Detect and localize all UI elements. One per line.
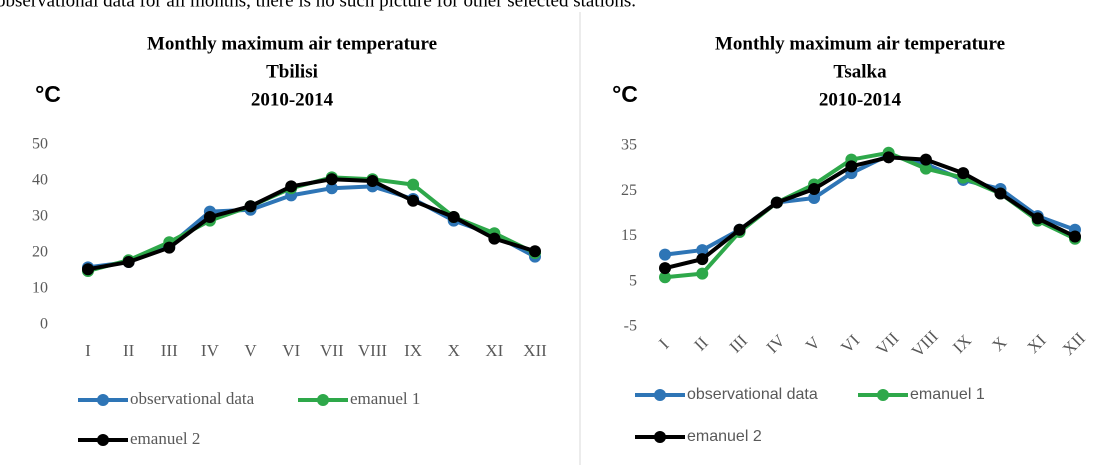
x-tick-label: X	[988, 333, 1010, 355]
x-tick-label: I	[85, 341, 91, 360]
x-tick-label: X	[448, 341, 460, 360]
x-tick-label: VII	[872, 329, 902, 359]
chart-title: 2010-2014	[819, 89, 902, 110]
x-tick-label: V	[802, 332, 825, 355]
x-tick-label: III	[161, 341, 178, 360]
data-point	[1069, 230, 1081, 243]
data-point	[163, 241, 176, 254]
data-point	[808, 182, 821, 195]
y-tick-label: 10	[32, 280, 48, 297]
caption: observational data for all months, there…	[0, 0, 636, 11]
chart-title: Monthly maximum air temperature	[147, 33, 437, 54]
x-tick-label: IV	[201, 341, 220, 360]
x-tick-label: VI	[282, 341, 300, 360]
x-tick-label: XII	[1059, 329, 1089, 359]
data-point	[407, 194, 420, 207]
data-point	[994, 187, 1007, 200]
chart-title: 2010-2014	[251, 89, 334, 110]
data-point	[770, 196, 783, 209]
y-tick-label: 25	[621, 182, 637, 199]
legend-marker	[654, 389, 666, 401]
data-point	[845, 160, 858, 173]
x-tick-label: VI	[837, 331, 863, 357]
data-point	[696, 244, 709, 257]
data-point	[1031, 212, 1044, 225]
data-point	[366, 175, 379, 187]
y-tick-label: 50	[32, 136, 48, 153]
legend-label: emanuel 1	[910, 386, 985, 403]
data-point	[407, 178, 420, 191]
legend-label: observational data	[687, 386, 818, 403]
data-point	[285, 180, 298, 193]
x-tick-label: VII	[320, 341, 344, 360]
legend-marker	[654, 431, 666, 443]
data-point	[957, 167, 970, 180]
legend-marker	[877, 389, 889, 401]
legend-label: emanuel 2	[687, 428, 762, 445]
data-point	[203, 211, 216, 223]
x-tick-label: V	[244, 341, 257, 360]
data-point	[919, 153, 932, 166]
data-point	[808, 192, 821, 205]
x-tick-label: IX	[949, 331, 975, 357]
legend-marker	[97, 434, 109, 446]
legend-label: emanuel 2	[130, 429, 200, 448]
data-point	[488, 232, 501, 245]
x-tick-label: II	[123, 341, 135, 360]
x-tick-label: IV	[763, 330, 790, 357]
data-point	[696, 267, 709, 280]
legend-marker	[97, 394, 109, 406]
data-point	[529, 245, 541, 258]
x-tick-label: VIII	[358, 341, 388, 360]
x-tick-label: IX	[404, 341, 422, 360]
data-point	[659, 271, 671, 284]
y-tick-label: 40	[32, 172, 48, 189]
legend-label: observational data	[130, 389, 255, 408]
data-point	[325, 182, 338, 195]
legend-label: emanuel 1	[350, 389, 420, 408]
y-tick-label: 30	[32, 208, 48, 225]
x-tick-label: XII	[523, 341, 547, 360]
y-tick-label: 0	[40, 316, 48, 333]
x-tick-label: XI	[1024, 331, 1050, 357]
y-tick-label: -5	[624, 318, 637, 335]
series-line	[87, 184, 536, 270]
y-axis-label: °C	[35, 81, 61, 107]
y-tick-label: 20	[32, 244, 48, 261]
x-tick-label: XI	[485, 341, 503, 360]
series-line	[664, 155, 1076, 271]
series-line	[87, 177, 536, 272]
data-point	[82, 263, 94, 276]
chart-title: Tsalka	[833, 61, 887, 82]
series-line	[664, 150, 1076, 280]
data-point	[659, 262, 671, 275]
chart-title: Monthly maximum air temperature	[715, 33, 1005, 54]
data-point	[325, 173, 338, 186]
chart-title: Tbilisi	[266, 61, 318, 82]
x-tick-label: III	[726, 331, 752, 357]
data-point	[696, 253, 709, 266]
data-point	[447, 211, 460, 223]
y-tick-label: 5	[629, 272, 637, 289]
data-point	[919, 162, 932, 175]
legend-marker	[317, 394, 329, 406]
x-tick-label: I	[655, 335, 673, 353]
data-point	[882, 151, 895, 164]
y-tick-label: 15	[621, 227, 637, 244]
data-point	[733, 223, 746, 236]
x-tick-label: II	[690, 333, 712, 355]
data-point	[122, 256, 135, 268]
x-tick-label: VIII	[908, 327, 942, 361]
y-tick-label: 35	[621, 137, 637, 154]
data-point	[659, 248, 671, 261]
data-point	[244, 200, 257, 213]
y-axis-label: °C	[612, 81, 638, 107]
